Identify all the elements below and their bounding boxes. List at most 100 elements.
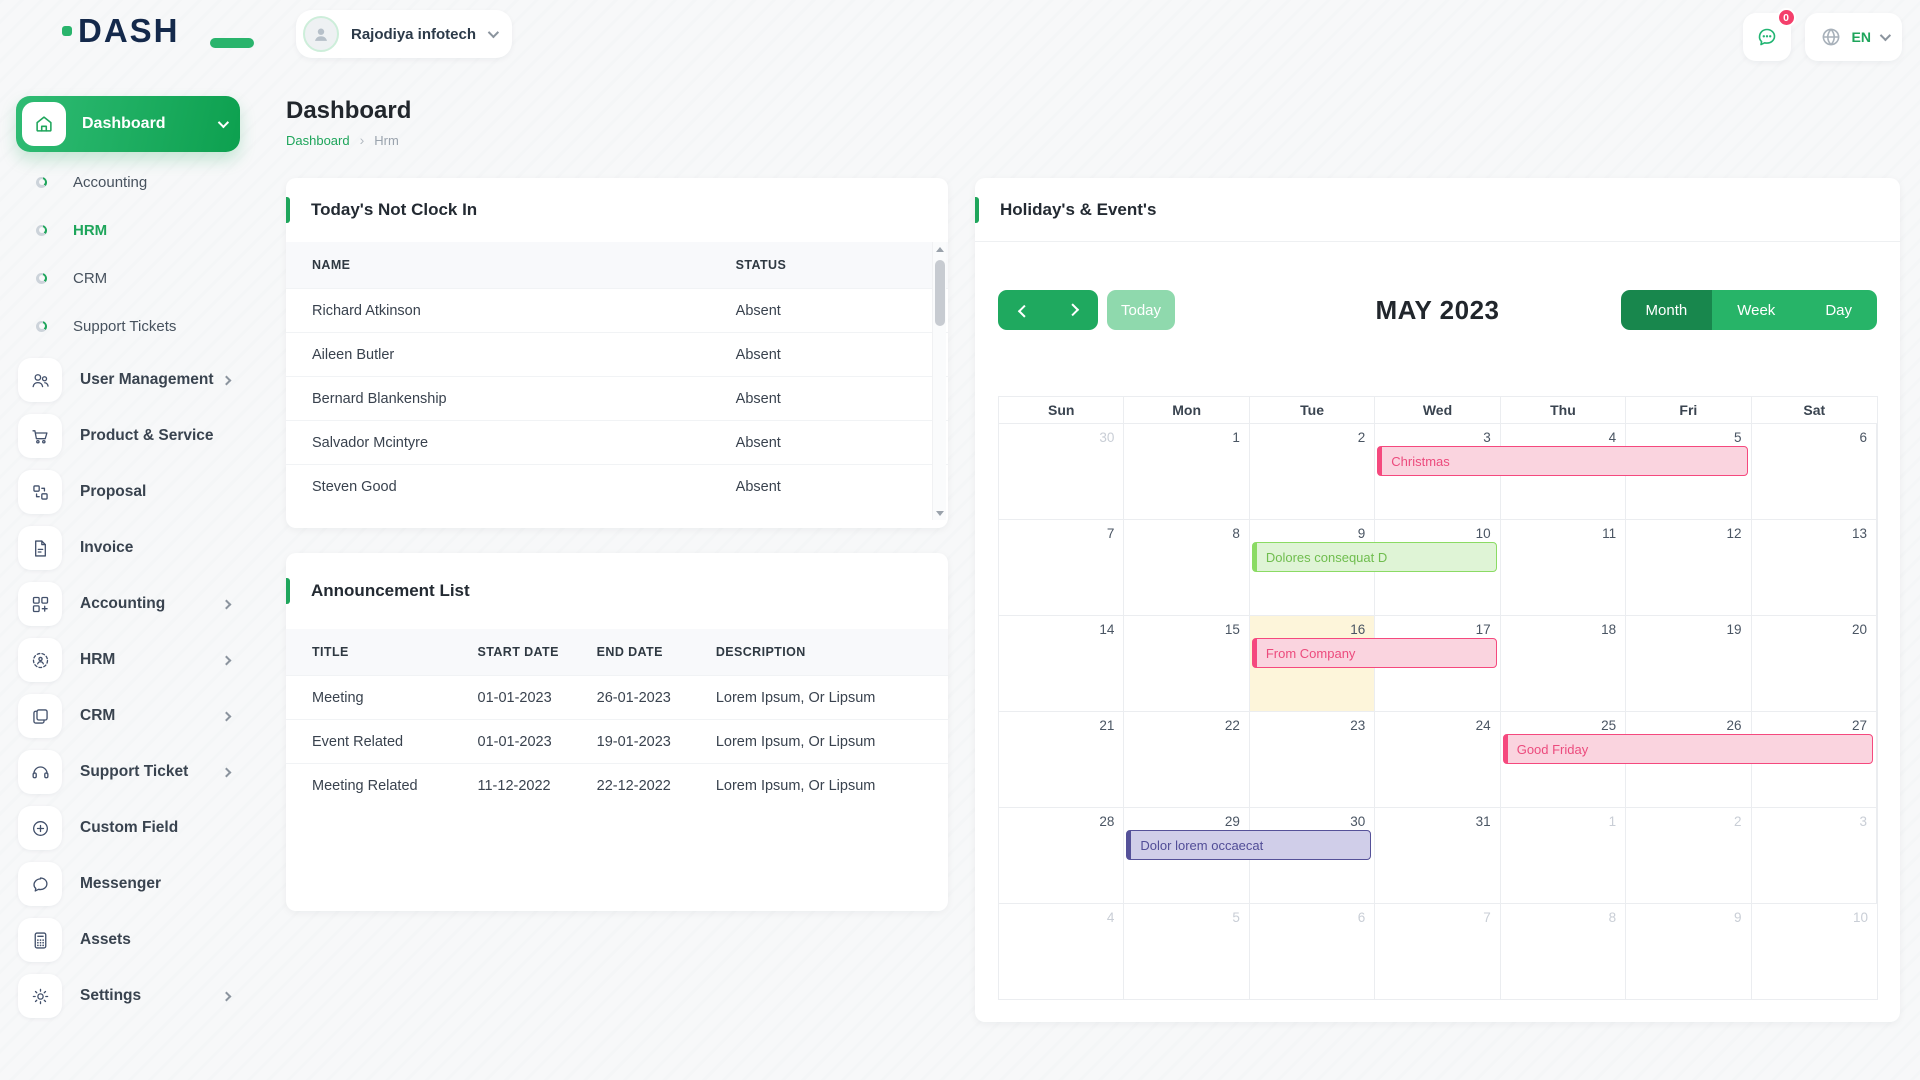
calculator-icon (18, 918, 62, 962)
calendar-day-cell[interactable]: 3 (1752, 808, 1877, 903)
calendar-day-cell[interactable]: 7 (999, 520, 1125, 615)
sidebar-item-support-ticket[interactable]: Support Ticket (16, 744, 240, 800)
calendar-day-cell[interactable]: 4 (999, 904, 1125, 999)
sidebar-item-user-management[interactable]: User Management (16, 352, 240, 408)
calendar-day-cell[interactable]: 30 (999, 424, 1125, 519)
day-number: 7 (1483, 910, 1491, 925)
calendar-day-cell[interactable]: 12 (1626, 520, 1752, 615)
app-logo[interactable]: DASH (62, 12, 254, 50)
calendar-event-from-company[interactable]: From Company (1251, 638, 1497, 668)
calendar-day-headers: Sun Mon Tue Wed Thu Fri Sat (999, 397, 1877, 423)
sidebar-subitem-hrm[interactable]: HRM (16, 206, 240, 254)
calendar-day-cell[interactable]: 22 (1124, 712, 1250, 807)
calendar-day-cell[interactable]: 9 (1626, 904, 1752, 999)
table-scrollbar[interactable] (932, 242, 946, 520)
invoice-icon (18, 526, 62, 570)
view-month-button[interactable]: Month (1620, 290, 1713, 330)
day-number: 5 (1232, 910, 1240, 925)
day-number: 24 (1475, 718, 1491, 733)
calendar-event-dolor-lorem-occaecat[interactable]: Dolor lorem occaecat (1126, 830, 1372, 860)
column-header: TITLE (286, 629, 452, 676)
sidebar-item-hrm[interactable]: HRM (16, 632, 240, 688)
language-selector[interactable]: EN (1804, 13, 1902, 61)
sidebar-item-dashboard[interactable]: Dashboard (16, 96, 240, 152)
sidebar-subitem-accounting[interactable]: Accounting (16, 158, 240, 206)
sidebar-item-assets[interactable]: Assets (16, 912, 240, 968)
next-month-button[interactable] (1048, 290, 1098, 330)
sidebar-item-messenger[interactable]: Messenger (16, 856, 240, 912)
sidebar-item-accounting[interactable]: Accounting (16, 576, 240, 632)
messages-button[interactable]: 0 (1742, 8, 1796, 61)
sidebar-item-custom-field[interactable]: Custom Field (16, 800, 240, 856)
day-number: 31 (1475, 814, 1491, 829)
calendar-week-row: 7 8 9 10 11 12 13 Dolores consequat D (999, 519, 1877, 615)
calendar-day-cell[interactable]: 8 (1501, 904, 1627, 999)
sidebar-item-proposal[interactable]: Proposal (16, 464, 240, 520)
sidebar-item-invoice[interactable]: Invoice (16, 520, 240, 576)
calendar-day-cell[interactable]: 27 (1752, 712, 1877, 807)
breadcrumb-current: Hrm (374, 132, 399, 148)
sidebar-subitem-label: HRM (73, 221, 108, 239)
calendar-day-cell[interactable]: 31 (1375, 808, 1501, 903)
calendar-day-cell[interactable]: 15 (1124, 616, 1250, 711)
day-number: 23 (1350, 718, 1366, 733)
calendar-day-cell[interactable]: 2 (1626, 808, 1752, 903)
prev-month-button[interactable] (998, 290, 1048, 330)
calendar-day-cell[interactable]: 18 (1501, 616, 1627, 711)
calendar-day-cell[interactable]: 5 (1626, 424, 1752, 519)
breadcrumb-dashboard-link[interactable]: Dashboard (286, 132, 350, 148)
day-number: 3 (1859, 814, 1867, 829)
sidebar-subitem-support-tickets[interactable]: Support Tickets (16, 302, 240, 350)
chevron-right-icon (221, 711, 232, 721)
view-day-button[interactable]: Day (1800, 290, 1877, 330)
calendar-day-cell[interactable]: 5 (1124, 904, 1250, 999)
calendar-day-cell[interactable]: 1 (1501, 808, 1627, 903)
sidebar-item-crm[interactable]: CRM (16, 688, 240, 744)
calendar-day-cell[interactable]: 2 (1250, 424, 1376, 519)
calendar-day-cell[interactable]: 24 (1375, 712, 1501, 807)
sidebar-item-label: Custom Field (80, 819, 179, 836)
day-number: 20 (1851, 622, 1867, 637)
today-button[interactable]: Today (1107, 290, 1176, 330)
day-number: 30 (1099, 430, 1115, 445)
chevron-left-icon (1017, 304, 1031, 318)
calendar-event-good-friday[interactable]: Good Friday (1502, 734, 1873, 764)
calendar-day-cell[interactable]: 8 (1124, 520, 1250, 615)
calendar-day-cell[interactable]: 19 (1626, 616, 1752, 711)
calendar-day-cell[interactable]: 10 (1752, 904, 1877, 999)
calendar-day-cell[interactable]: 20 (1752, 616, 1877, 711)
calendar-day-cell[interactable]: 30 (1250, 808, 1376, 903)
calendar-day-cell[interactable]: 6 (1250, 904, 1376, 999)
calendar-day-cell[interactable]: 21 (999, 712, 1125, 807)
sidebar-item-label: Assets (80, 931, 131, 948)
day-number: 19 (1726, 622, 1742, 637)
sidebar-item-product-service[interactable]: Product & Service (16, 408, 240, 464)
chat-bubble-icon (1758, 28, 1775, 46)
table-row: Bernard Blankenship Absent (286, 376, 948, 421)
event-title: Christmas (1391, 453, 1450, 469)
calendar-week-row: 4 5 6 7 8 9 10 (999, 903, 1877, 999)
company-selector[interactable]: Rajodiya infotech (296, 10, 513, 58)
calendar-day-header: Sat (1803, 402, 1826, 418)
calendar-day-cell[interactable]: 28 (999, 808, 1125, 903)
calendar-day-cell[interactable]: 23 (1250, 712, 1376, 807)
sidebar-item-settings[interactable]: Settings (16, 968, 240, 1024)
calendar-day-cell[interactable]: 1 (1124, 424, 1250, 519)
calendar-event-christmas[interactable]: Christmas (1377, 446, 1748, 476)
day-number: 13 (1851, 526, 1867, 541)
calendar-day-cell[interactable]: 7 (1375, 904, 1501, 999)
calendar-day-cell[interactable]: 13 (1752, 520, 1877, 615)
view-week-button[interactable]: Week (1712, 290, 1801, 330)
table-cell: Aileen Butler (286, 332, 710, 377)
day-number: 17 (1475, 622, 1491, 637)
scroll-up-arrow[interactable] (933, 242, 947, 256)
sidebar-subitem-crm[interactable]: CRM (16, 254, 240, 302)
scroll-down-arrow[interactable] (933, 506, 947, 520)
calendar-event-dolores-consequat-d[interactable]: Dolores consequat D (1251, 542, 1497, 572)
calendar-day-cell[interactable]: 11 (1501, 520, 1627, 615)
scroll-thumb[interactable] (935, 260, 945, 326)
calendar-day-cell[interactable]: 14 (999, 616, 1125, 711)
calendar-day-cell[interactable]: 6 (1752, 424, 1877, 519)
calendar-day-cell[interactable]: 17 (1375, 616, 1501, 711)
calendar-day-cell[interactable]: 10 (1375, 520, 1501, 615)
